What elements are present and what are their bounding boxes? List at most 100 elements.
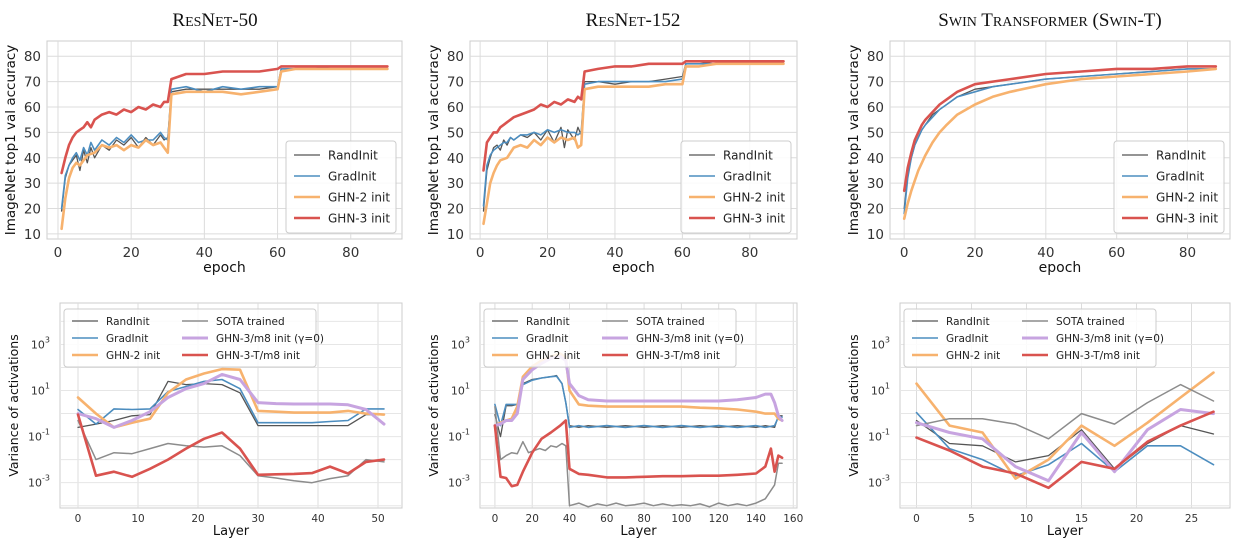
- chart-title-part: T: [977, 10, 993, 31]
- x-tick-label: 15: [1075, 513, 1088, 525]
- y-tick-label: 10-3: [448, 474, 470, 490]
- y-tick-label: 10-1: [28, 428, 50, 444]
- series-line-sota-trained: [915, 383, 1215, 440]
- chart-3: SWIN TRANSFORMER (SWIN-T)0 20 40 60 80102030…: [846, 10, 1231, 276]
- x-tick-label: 80: [342, 245, 359, 261]
- series-line-gradinit: [60, 65, 389, 210]
- y-tick-label: 10-3: [868, 474, 890, 490]
- y-tick-label: 70: [447, 75, 464, 91]
- y-tick-base: 10: [451, 385, 465, 398]
- y-tick-label: 50: [447, 125, 464, 141]
- legend-label: GHN-3-T/m8 init: [216, 350, 300, 362]
- x-tick-label: 100: [671, 513, 691, 525]
- x-tick-label: 40: [606, 245, 623, 261]
- legend-label: SOTA trained: [216, 316, 285, 328]
- x-tick-label: 0: [54, 245, 63, 261]
- y-tick-label: 50: [24, 125, 41, 141]
- y-tick-exponent: 1: [45, 382, 50, 391]
- y-tick-label: 101: [31, 382, 50, 398]
- legend-label: GHN-2 init: [1156, 191, 1218, 205]
- y-tick-label: 50: [867, 125, 884, 141]
- series-line-sota-trained: [77, 419, 385, 484]
- y-tick-base: 10: [31, 385, 45, 398]
- chart-title: RESNET-152: [586, 10, 681, 31]
- y-tick-label: 103: [31, 335, 50, 351]
- y-axis-label: ImageNet top1 val accuracy: [846, 45, 862, 235]
- legend-label: GHN-2 init: [106, 350, 160, 362]
- y-tick-base: 10: [451, 338, 465, 351]
- series-line-gradinit: [482, 60, 785, 207]
- x-tick-label: 60: [674, 245, 691, 261]
- chart-title-part: ES: [598, 15, 614, 30]
- x-tick-label: 20: [123, 245, 140, 261]
- y-tick-label: 30: [447, 176, 464, 192]
- x-tick-label: 0: [492, 513, 499, 525]
- chart-title-part: RANSFORMER: [993, 15, 1089, 30]
- chart-title-part: S: [938, 10, 949, 31]
- legend-label: GHN-3-T/m8 init: [636, 350, 720, 362]
- y-tick-label: 30: [867, 176, 884, 192]
- x-tick-label: 20: [1130, 513, 1143, 525]
- series-line-ghn-2-init: [915, 371, 1215, 480]
- y-tick-label: 103: [871, 335, 890, 351]
- legend-label: GHN-3-T/m8 init: [1056, 350, 1140, 362]
- y-tick-label: 10: [24, 227, 41, 243]
- chart-title-part: WIN: [1109, 15, 1137, 30]
- y-tick-base: 10: [868, 477, 882, 490]
- series-line-ghn-3-m8-init-0-: [493, 355, 784, 428]
- chart-title-part: -T): [1137, 10, 1161, 31]
- x-tick-label: 10: [1020, 513, 1033, 525]
- series-line-ghn-3-init: [60, 65, 389, 175]
- series-line-ghn-3-m8-init-0-: [76, 372, 386, 429]
- legend-label: GHN-2 init: [723, 191, 785, 205]
- x-tick-label: 20: [191, 513, 204, 525]
- legend-label: GradInit: [526, 333, 568, 345]
- legend-box: [1113, 140, 1225, 234]
- x-tick-label: 20: [966, 245, 983, 261]
- y-tick-label: 10-1: [448, 428, 470, 444]
- legend-box: [285, 140, 397, 234]
- x-tick-label: 80: [1179, 245, 1196, 261]
- x-tick-label: 20: [526, 513, 539, 525]
- y-tick-label: 40: [447, 151, 464, 167]
- y-tick-label: 80: [24, 49, 41, 65]
- chart-title-part: ET: [628, 15, 646, 30]
- legend-box: [680, 140, 792, 234]
- y-tick-base: 10: [868, 431, 882, 444]
- x-axis-label: epoch: [1039, 260, 1082, 276]
- legend-label: GHN-3 init: [1156, 212, 1218, 226]
- series-line-ghn-3-init: [482, 59, 785, 172]
- y-tick-exponent: 3: [885, 335, 890, 344]
- y-axis-label: Variance of activations: [846, 334, 861, 476]
- legend-label: GradInit: [1156, 170, 1205, 184]
- chart-title-part: WIN: [949, 15, 977, 30]
- y-tick-label: 10-3: [28, 474, 50, 490]
- series-line-ghn-3-init: [902, 65, 1218, 193]
- x-tick-label: 60: [1108, 245, 1125, 261]
- legend-label: RandInit: [723, 149, 773, 163]
- legend-label: RandInit: [328, 149, 378, 163]
- y-tick-label: 40: [867, 151, 884, 167]
- y-tick-label: 30: [24, 176, 41, 192]
- y-tick-label: 20: [447, 202, 464, 218]
- x-tick-label: 140: [746, 513, 766, 525]
- series-line-randinit: [77, 380, 385, 429]
- x-axis-label: Layer: [1047, 524, 1084, 539]
- x-tick-label: 120: [709, 513, 729, 525]
- y-tick-label: 60: [447, 100, 464, 116]
- y-tick-label: 101: [871, 382, 890, 398]
- y-tick-exponent: 3: [465, 335, 470, 344]
- chart-title: RESNET-50: [172, 10, 257, 31]
- series-line-ghn-2-init: [60, 67, 389, 231]
- x-tick-label: 40: [196, 245, 213, 261]
- series-line-ghn-3-t-m8-init: [493, 419, 784, 488]
- y-tick-label: 80: [447, 49, 464, 65]
- y-tick-label: 70: [24, 75, 41, 91]
- series-line-sota-trained: [494, 405, 783, 508]
- x-tick-label: 25: [1185, 513, 1198, 525]
- series-line-ghn-2-init: [76, 367, 386, 429]
- series-line-gradinit: [903, 68, 1217, 215]
